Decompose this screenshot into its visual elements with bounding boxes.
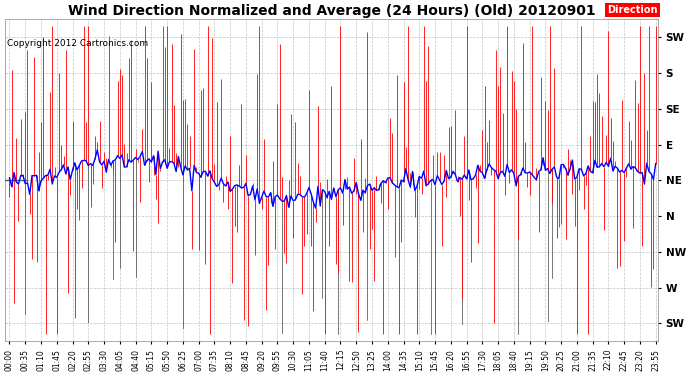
- Text: Direction: Direction: [607, 5, 658, 15]
- Title: Wind Direction Normalized and Average (24 Hours) (Old) 20120901: Wind Direction Normalized and Average (2…: [68, 4, 595, 18]
- Text: Copyright 2012 Cartronics.com: Copyright 2012 Cartronics.com: [7, 39, 148, 48]
- Text: Median: Median: [614, 5, 655, 15]
